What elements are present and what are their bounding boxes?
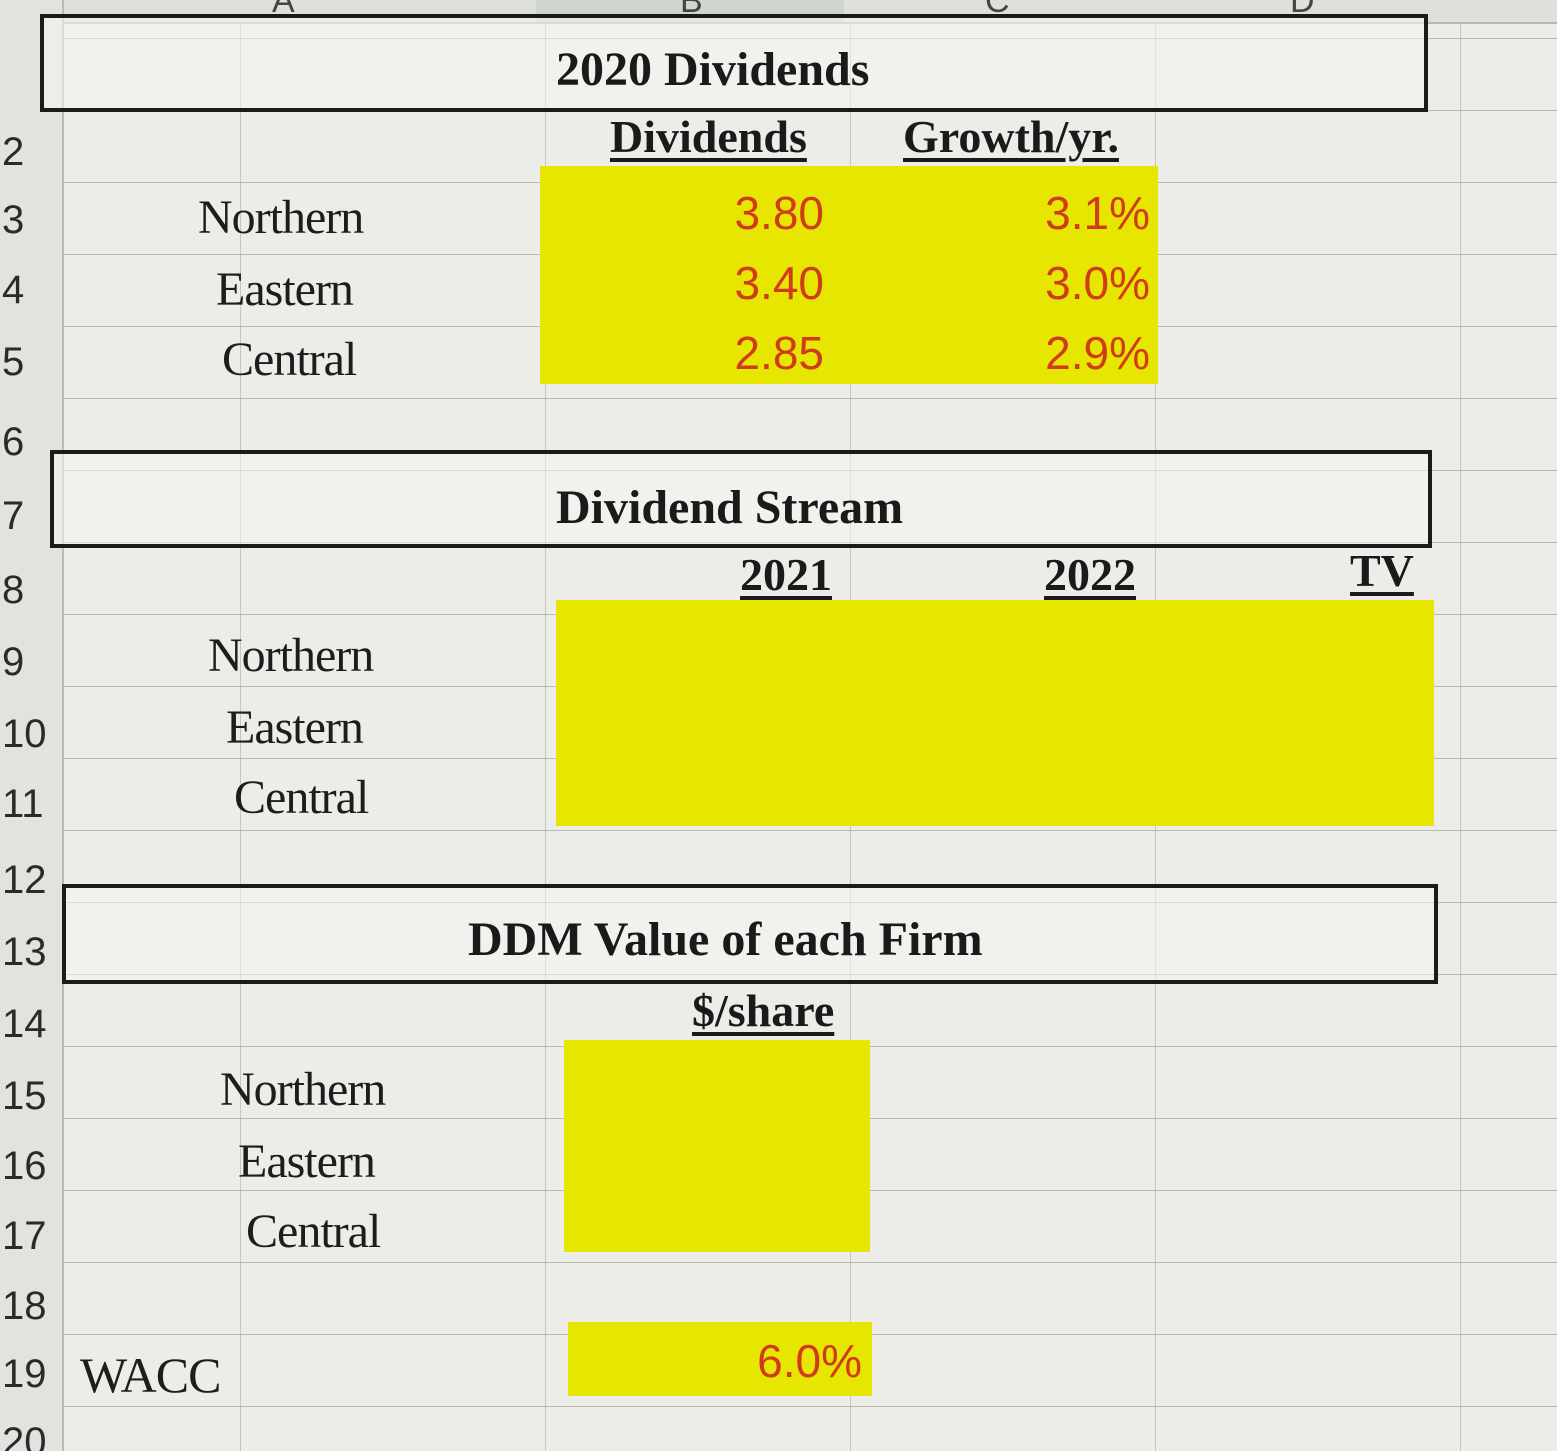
row-number[interactable]: 17 — [2, 1214, 47, 1258]
column-head-2021[interactable]: 2021 — [740, 549, 832, 600]
row-label-central[interactable]: Central — [222, 333, 357, 386]
row-number[interactable]: 15 — [2, 1074, 47, 1118]
row-label-central[interactable]: Central — [246, 1205, 381, 1258]
column-head-growth[interactable]: Growth/yr. — [903, 111, 1119, 162]
row-number[interactable]: 19 — [2, 1352, 47, 1396]
column-head-dividends[interactable]: Dividends — [610, 111, 807, 162]
section-2020-dividends-title[interactable]: 2020 Dividends — [556, 43, 870, 96]
wacc-label[interactable]: WACC — [80, 1347, 221, 1403]
row-number[interactable]: 12 — [2, 858, 47, 902]
section-dividend-stream-title[interactable]: Dividend Stream — [556, 481, 904, 534]
column-head-tv[interactable]: TV — [1350, 545, 1414, 596]
row-number[interactable]: 3 — [2, 198, 25, 242]
row-number[interactable]: 6 — [2, 420, 25, 464]
row-label-eastern[interactable]: Eastern — [238, 1135, 376, 1188]
row-label-central[interactable]: Central — [234, 771, 369, 824]
row-number[interactable]: 2 — [2, 130, 25, 174]
row-number[interactable]: 20 — [2, 1420, 47, 1451]
row-number[interactable]: 4 — [2, 268, 25, 312]
section-2020-dividends-box — [40, 14, 1428, 112]
row-number[interactable]: 18 — [2, 1284, 47, 1328]
input-range-2020-dividends[interactable] — [540, 166, 1158, 384]
row-number[interactable]: 14 — [2, 1002, 47, 1046]
row-number[interactable]: 8 — [2, 568, 25, 612]
input-range-ddm-value[interactable] — [564, 1040, 870, 1252]
input-range-dividend-stream[interactable] — [556, 600, 1434, 826]
row-number[interactable]: 16 — [2, 1144, 47, 1188]
row-number[interactable]: 10 — [2, 712, 47, 756]
cell-dividend-central[interactable]: 2.85 — [734, 327, 824, 379]
section-ddm-value-title[interactable]: DDM Value of each Firm — [468, 913, 983, 966]
row-label-northern[interactable]: Northern — [220, 1063, 386, 1116]
row-label-eastern[interactable]: Eastern — [226, 701, 364, 754]
column-head-2022[interactable]: 2022 — [1044, 549, 1136, 600]
row-number[interactable]: 9 — [2, 640, 25, 684]
row-label-northern[interactable]: Northern — [208, 629, 374, 682]
section-ddm-value-box — [62, 884, 1438, 984]
cell-growth-northern[interactable]: 3.1% — [1045, 187, 1150, 239]
cell-growth-central[interactable]: 2.9% — [1045, 327, 1150, 379]
row-header-bar: 2 3 4 5 6 7 8 9 10 11 12 13 14 15 16 17 … — [0, 0, 64, 1451]
column-head-per-share[interactable]: $/share — [692, 985, 835, 1036]
cell-dividend-eastern[interactable]: 3.40 — [734, 257, 824, 309]
section-dividend-stream-box — [50, 450, 1432, 548]
row-number[interactable]: 11 — [2, 782, 44, 826]
wacc-cell-background[interactable] — [568, 1322, 872, 1396]
row-number[interactable]: 5 — [2, 340, 25, 384]
wacc-value[interactable]: 6.0% — [757, 1335, 862, 1387]
row-number[interactable]: 7 — [2, 494, 25, 538]
cell-growth-eastern[interactable]: 3.0% — [1045, 257, 1150, 309]
row-label-northern[interactable]: Northern — [198, 191, 364, 244]
row-number[interactable]: 13 — [2, 930, 47, 974]
row-label-eastern[interactable]: Eastern — [216, 263, 354, 316]
cell-dividend-northern[interactable]: 3.80 — [734, 187, 824, 239]
